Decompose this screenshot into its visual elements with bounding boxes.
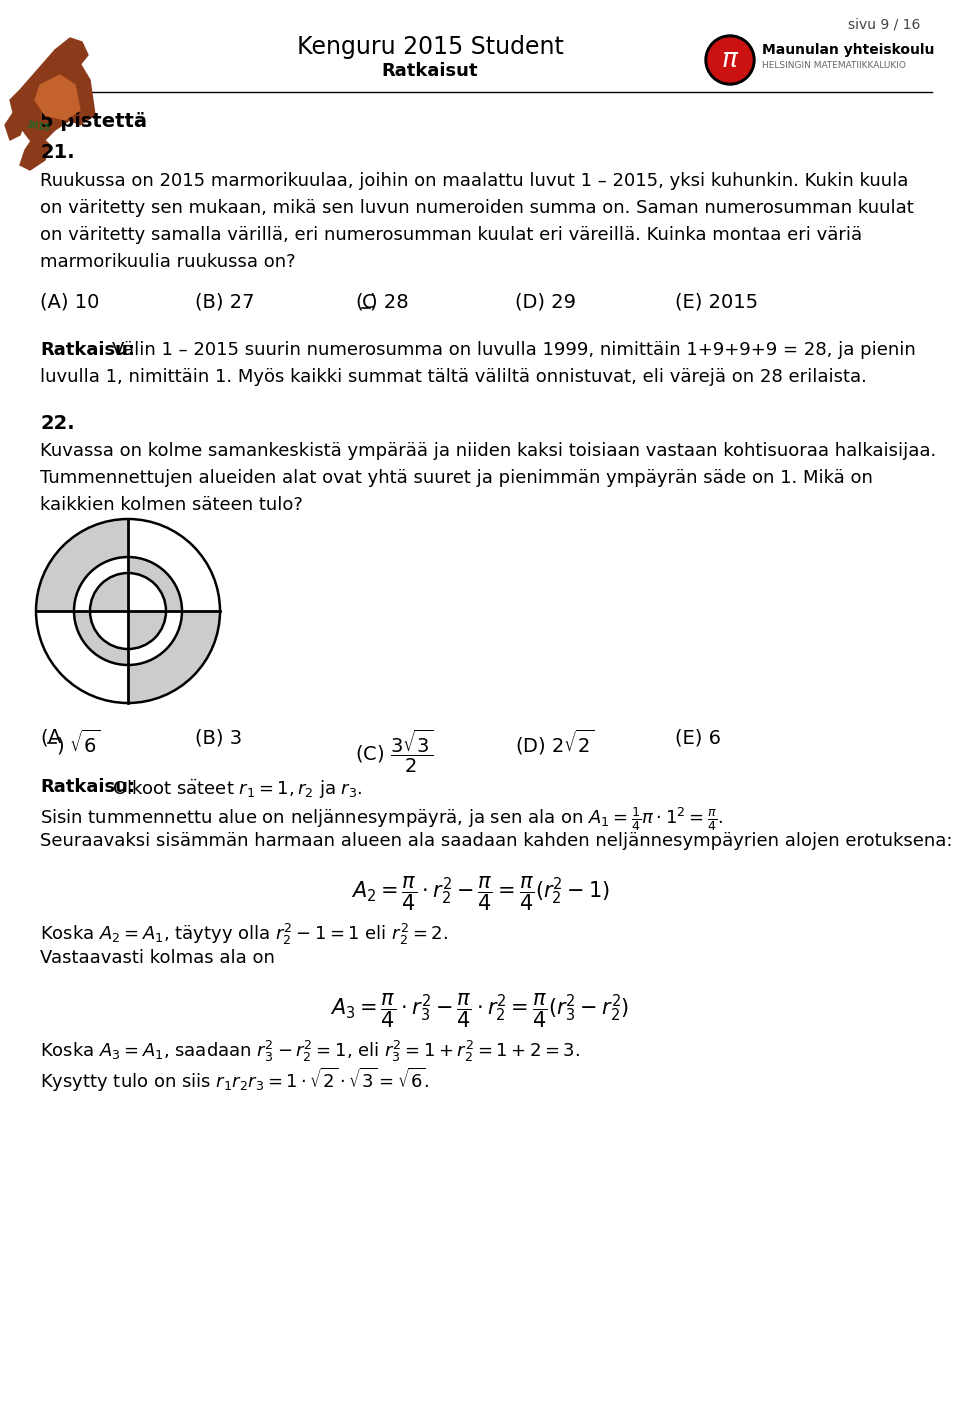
Polygon shape bbox=[128, 557, 182, 611]
Text: Koska $A_2 = A_1$, täytyy olla $r_2^2 - 1 = 1$ eli $r_2^2 = 2$.: Koska $A_2 = A_1$, täytyy olla $r_2^2 - … bbox=[40, 923, 447, 948]
Circle shape bbox=[36, 519, 220, 702]
Text: (: ( bbox=[355, 293, 363, 313]
Text: Vastaavasti kolmas ala on: Vastaavasti kolmas ala on bbox=[40, 949, 275, 967]
Text: $\pi$: $\pi$ bbox=[721, 48, 739, 73]
Text: Olkoot s$\ddot{\mathrm{a}}$teet $r_1 = 1, r_2$ ja $r_3$.: Olkoot s$\ddot{\mathrm{a}}$teet $r_1 = 1… bbox=[112, 778, 363, 802]
Text: on väritetty sen mukaan, mikä sen luvun numeroiden summa on. Saman numerosumman : on väritetty sen mukaan, mikä sen luvun … bbox=[40, 199, 914, 217]
Polygon shape bbox=[90, 573, 128, 611]
Text: Sisin tummennettu alue on neljännesympäyrä, ja sen ala on $A_1 = \frac{1}{4}\pi : Sisin tummennettu alue on neljännesympäy… bbox=[40, 805, 723, 833]
Text: Tummennettujen alueiden alat ovat yhtä suuret ja pienimmän ympäyrän säde on 1. M: Tummennettujen alueiden alat ovat yhtä s… bbox=[40, 470, 873, 486]
Text: (E) 6: (E) 6 bbox=[675, 728, 721, 747]
Text: 5 pistettä: 5 pistettä bbox=[40, 112, 147, 130]
Text: kaikkien kolmen säteen tulo?: kaikkien kolmen säteen tulo? bbox=[40, 496, 302, 515]
Text: (C) $\dfrac{3\sqrt{3}}{2}$: (C) $\dfrac{3\sqrt{3}}{2}$ bbox=[355, 728, 433, 775]
Text: Kuvassa on kolme samankeskistä ympärää ja niiden kaksi toisiaan vastaan kohtisuo: Kuvassa on kolme samankeskistä ympärää j… bbox=[40, 442, 936, 460]
Text: (D) $2\sqrt{2}$: (D) $2\sqrt{2}$ bbox=[515, 728, 594, 757]
Text: HELSINGIN MATEMATIIKKALUKIO: HELSINGIN MATEMATIIKKALUKIO bbox=[762, 62, 906, 70]
Text: $A_2 = \dfrac{\pi}{4} \cdot r_2^2 - \dfrac{\pi}{4} = \dfrac{\pi}{4}(r_2^2 - 1)$: $A_2 = \dfrac{\pi}{4} \cdot r_2^2 - \dfr… bbox=[350, 873, 610, 913]
Text: $A_3 = \dfrac{\pi}{4} \cdot r_3^2 - \dfrac{\pi}{4} \cdot r_2^2 = \dfrac{\pi}{4}(: $A_3 = \dfrac{\pi}{4} \cdot r_3^2 - \dfr… bbox=[330, 991, 630, 1029]
Circle shape bbox=[705, 35, 755, 86]
Text: (D) 29: (D) 29 bbox=[515, 293, 576, 313]
Text: Välin 1 – 2015 suurin numerosumma on luvulla 1999, nimittäin 1+9+9+9 = 28, ja pi: Välin 1 – 2015 suurin numerosumma on luv… bbox=[112, 341, 916, 359]
Text: Kysytty tulo on siis $r_1 r_2 r_3 = 1 \cdot \sqrt{2} \cdot \sqrt{3} = \sqrt{6}$.: Kysytty tulo on siis $r_1 r_2 r_3 = 1 \c… bbox=[40, 1066, 430, 1094]
Text: (B) 3: (B) 3 bbox=[195, 728, 242, 747]
Text: 22.: 22. bbox=[40, 414, 75, 433]
Text: (A) 10: (A) 10 bbox=[40, 293, 100, 313]
Polygon shape bbox=[128, 611, 220, 702]
Text: Kenguru 2015 Student: Kenguru 2015 Student bbox=[297, 35, 564, 59]
Polygon shape bbox=[128, 611, 166, 649]
Polygon shape bbox=[55, 38, 88, 69]
Text: Ratkaisu:: Ratkaisu: bbox=[40, 778, 135, 796]
Text: Seuraavaksi sisämmän harmaan alueen ala saadaan kahden neljännesympäyrien alojen: Seuraavaksi sisämmän harmaan alueen ala … bbox=[40, 831, 952, 850]
Polygon shape bbox=[20, 135, 50, 170]
Text: (B) 27: (B) 27 bbox=[195, 293, 254, 313]
Text: Ratkaisu:: Ratkaisu: bbox=[40, 341, 135, 359]
Text: A: A bbox=[48, 728, 61, 747]
Polygon shape bbox=[5, 109, 25, 140]
Text: ) $\sqrt{6}$: ) $\sqrt{6}$ bbox=[56, 728, 101, 757]
Text: C: C bbox=[362, 293, 375, 313]
Text: marmorikuulia ruukussa on?: marmorikuulia ruukussa on? bbox=[40, 252, 296, 271]
Text: (E) 2015: (E) 2015 bbox=[675, 293, 758, 313]
Text: 21.: 21. bbox=[40, 143, 75, 163]
Text: 2015: 2015 bbox=[26, 121, 50, 133]
Polygon shape bbox=[35, 74, 80, 121]
Text: Ratkaisut: Ratkaisut bbox=[382, 62, 478, 80]
Text: Koska $A_3 = A_1$, saadaan $r_3^2 - r_2^2 = 1$, eli $r_3^2 = 1 + r_2^2 = 1 + 2 =: Koska $A_3 = A_1$, saadaan $r_3^2 - r_2^… bbox=[40, 1039, 580, 1064]
Polygon shape bbox=[10, 50, 95, 144]
Text: ) 28: ) 28 bbox=[370, 293, 409, 313]
Polygon shape bbox=[36, 519, 128, 611]
Text: Maunulan yhteiskoulu: Maunulan yhteiskoulu bbox=[762, 43, 934, 57]
Text: Ruukussa on 2015 marmorikuulaa, joihin on maalattu luvut 1 – 2015, yksi kuhunkin: Ruukussa on 2015 marmorikuulaa, joihin o… bbox=[40, 172, 908, 191]
Circle shape bbox=[708, 38, 752, 81]
Text: on väritetty samalla värillä, eri numerosumman kuulat eri väreillä. Kuinka monta: on väritetty samalla värillä, eri numero… bbox=[40, 226, 862, 244]
Text: luvulla 1, nimittäin 1. Myös kaikki summat tältä väliltä onnistuvat, eli värejä : luvulla 1, nimittäin 1. Myös kaikki summ… bbox=[40, 367, 867, 386]
Polygon shape bbox=[74, 611, 128, 665]
Text: sivu 9 / 16: sivu 9 / 16 bbox=[848, 18, 920, 32]
Text: (: ( bbox=[40, 728, 47, 747]
